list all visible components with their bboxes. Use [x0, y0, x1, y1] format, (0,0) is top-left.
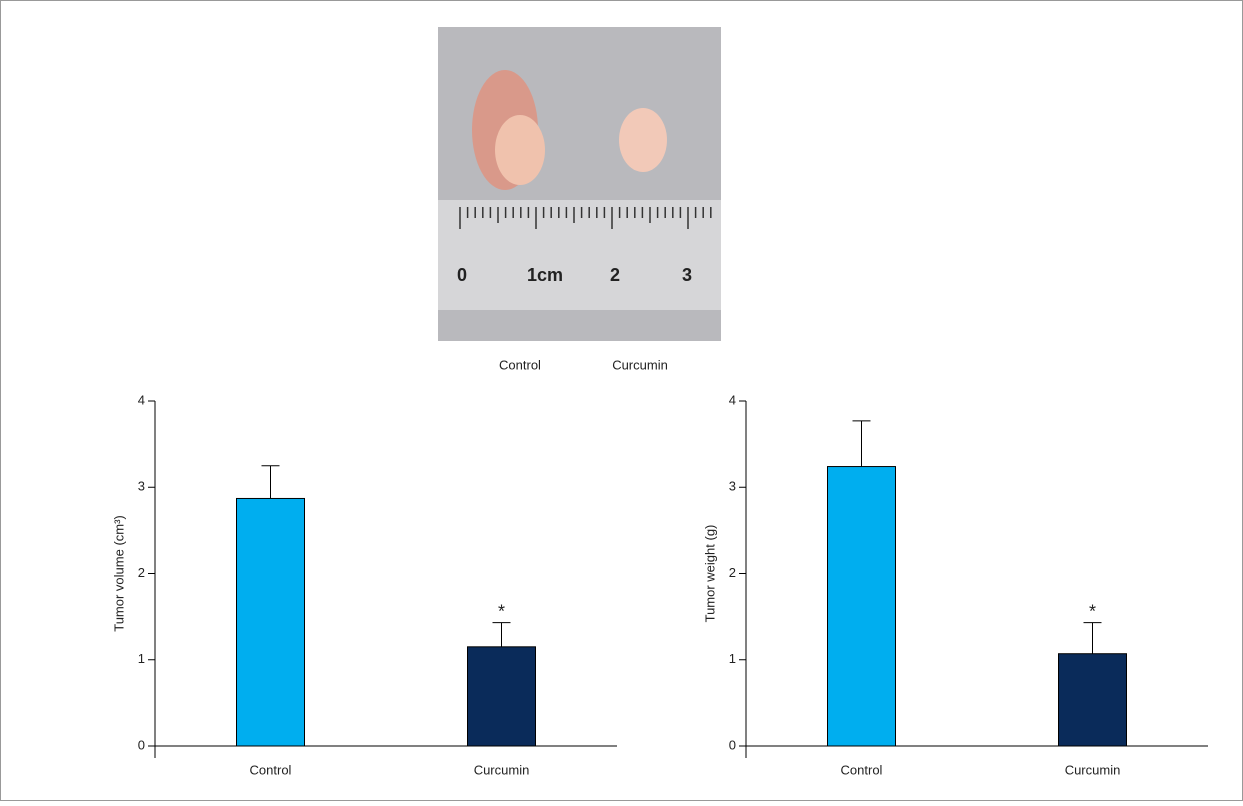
ruler-label: 0 — [457, 265, 467, 285]
ruler — [438, 200, 721, 310]
y-tick-label: 1 — [729, 651, 736, 666]
y-tick-label: 4 — [138, 392, 145, 407]
ruler-label: 1cm — [527, 265, 563, 285]
photo: 0 1cm 2 3 — [438, 27, 721, 341]
bar — [236, 497, 305, 747]
y-tick-label: 3 — [138, 479, 145, 494]
tumor-curcumin — [619, 108, 667, 172]
significance-label: * — [1089, 601, 1096, 621]
bar — [827, 466, 896, 747]
bar — [467, 646, 536, 747]
y-tick-label: 2 — [729, 565, 736, 580]
significance-label: * — [498, 601, 505, 621]
y-tick-label: 2 — [138, 565, 145, 580]
x-tick-label: Control — [250, 762, 292, 777]
x-tick-label: Control — [841, 762, 883, 777]
ruler-ticks — [459, 207, 712, 229]
bar — [1058, 653, 1127, 747]
y-tick-label: 0 — [138, 737, 145, 752]
y-axis-label: Tumor volume (cm³) — [111, 515, 126, 632]
ruler-label: 2 — [610, 265, 620, 285]
y-tick-label: 1 — [138, 651, 145, 666]
photo-caption: Control — [499, 357, 541, 372]
y-tick-label: 4 — [729, 392, 736, 407]
y-axis-label: Tumor weight (g) — [702, 525, 717, 623]
x-tick-label: Curcumin — [1065, 762, 1121, 777]
ruler-label: 3 — [682, 265, 692, 285]
y-tick-label: 0 — [729, 737, 736, 752]
tumor-control-lobe — [495, 115, 545, 185]
y-tick-label: 3 — [729, 479, 736, 494]
photo-caption: Curcumin — [612, 357, 668, 372]
x-tick-label: Curcumin — [474, 762, 530, 777]
